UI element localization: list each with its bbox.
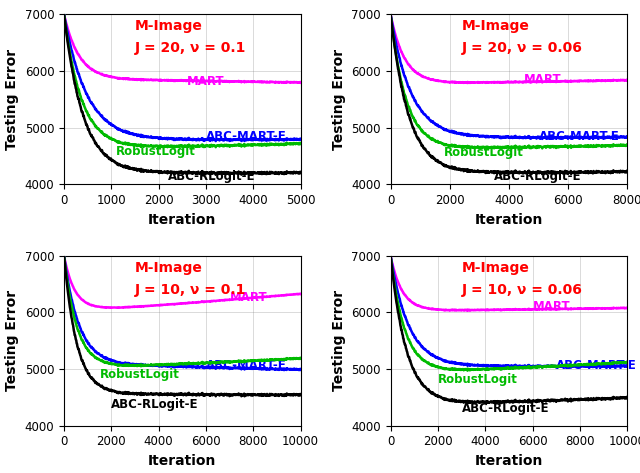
Text: ABC-RLogit-E: ABC-RLogit-E [168, 170, 255, 183]
Text: ABC-MART-E: ABC-MART-E [556, 359, 637, 372]
Text: J = 10, ν = 0.1: J = 10, ν = 0.1 [135, 283, 246, 297]
Text: ABC-RLogit-E: ABC-RLogit-E [494, 170, 582, 183]
X-axis label: Iteration: Iteration [475, 212, 543, 227]
Text: MART: MART [187, 75, 225, 88]
Text: MART: MART [230, 290, 268, 304]
Y-axis label: Testing Error: Testing Error [5, 290, 19, 391]
Text: RobustLogit: RobustLogit [99, 368, 179, 381]
Text: J = 10, ν = 0.06: J = 10, ν = 0.06 [461, 283, 582, 297]
X-axis label: Iteration: Iteration [148, 454, 216, 468]
Text: ABC-RLogit-E: ABC-RLogit-E [111, 398, 199, 411]
Y-axis label: Testing Error: Testing Error [5, 49, 19, 150]
Y-axis label: Testing Error: Testing Error [332, 290, 346, 391]
Text: M-Image: M-Image [135, 19, 203, 33]
Text: M-Image: M-Image [461, 19, 529, 33]
Y-axis label: Testing Error: Testing Error [332, 49, 346, 150]
Text: RobustLogit: RobustLogit [116, 145, 196, 158]
Text: RobustLogit: RobustLogit [444, 146, 524, 159]
X-axis label: Iteration: Iteration [148, 212, 216, 227]
Text: ABC-MART-E: ABC-MART-E [206, 130, 287, 143]
Text: J = 20, ν = 0.06: J = 20, ν = 0.06 [461, 42, 582, 55]
Text: MART: MART [532, 300, 570, 313]
Text: M-Image: M-Image [135, 261, 203, 275]
Text: J = 20, ν = 0.1: J = 20, ν = 0.1 [135, 42, 246, 55]
Text: M-Image: M-Image [461, 261, 529, 275]
Text: ABC-RLogit-E: ABC-RLogit-E [461, 402, 549, 415]
Text: ABC-MART-E: ABC-MART-E [538, 130, 620, 142]
X-axis label: Iteration: Iteration [475, 454, 543, 468]
Text: ABC-MART-E: ABC-MART-E [206, 359, 287, 372]
Text: RobustLogit: RobustLogit [438, 373, 518, 386]
Text: MART: MART [524, 73, 561, 87]
